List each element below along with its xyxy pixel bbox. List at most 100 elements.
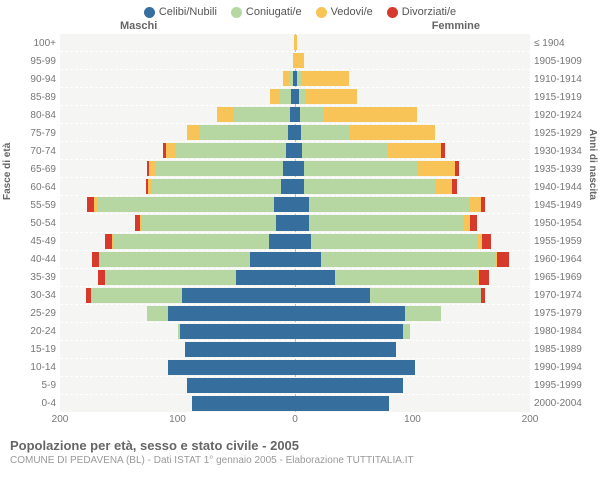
pyramid-row: [60, 359, 530, 377]
x-axis: 2001000100200: [60, 412, 530, 428]
female-bar: [295, 270, 530, 285]
bar-segment: [300, 107, 324, 122]
pyramid-row: [60, 323, 530, 341]
bar-segment: [295, 215, 309, 230]
pyramid-row: [60, 124, 530, 142]
birth-label: 1935-1939: [534, 160, 598, 178]
female-bar: [295, 396, 530, 411]
bar-segment: [295, 342, 396, 357]
bar-segment: [182, 288, 295, 303]
bar-segment: [301, 125, 350, 140]
female-bar: [295, 215, 530, 230]
male-bar: [60, 396, 295, 411]
bar-segment: [92, 252, 99, 267]
bar-segment: [250, 252, 295, 267]
x-tick: 100: [404, 414, 421, 425]
birth-label: 1920-1924: [534, 106, 598, 124]
female-bar: [295, 342, 530, 357]
age-label: 80-84: [14, 106, 56, 124]
legend-swatch: [231, 7, 242, 18]
female-bar: [295, 179, 530, 194]
bar-segment: [295, 360, 415, 375]
bar-segment: [91, 288, 183, 303]
bar-segment: [482, 234, 491, 249]
bar-segment: [295, 396, 389, 411]
male-bar: [60, 71, 295, 86]
pyramid-row: [60, 70, 530, 88]
pyramid-row: [60, 160, 530, 178]
pyramid-row: [60, 395, 530, 412]
male-bar: [60, 197, 295, 212]
birth-label: 1955-1959: [534, 232, 598, 250]
bar-segment: [288, 125, 295, 140]
x-tick: 200: [522, 414, 539, 425]
bar-segment: [149, 161, 156, 176]
age-label: 85-89: [14, 88, 56, 106]
male-bar: [60, 215, 295, 230]
male-bar: [60, 306, 295, 321]
bar-segment: [142, 215, 276, 230]
x-tick: 100: [169, 414, 186, 425]
bar-segment: [217, 107, 233, 122]
bar-segment: [403, 324, 410, 339]
pyramid-row: [60, 52, 530, 70]
bar-segment: [270, 89, 279, 104]
age-label: 100+: [14, 34, 56, 52]
pyramid-row: [60, 178, 530, 196]
birth-label: 2000-2004: [534, 394, 598, 412]
female-bar: [295, 71, 530, 86]
female-title: Femmine: [432, 20, 480, 32]
bar-segment: [295, 288, 370, 303]
pyramid-row: [60, 251, 530, 269]
age-label: 25-29: [14, 304, 56, 322]
age-label: 20-24: [14, 322, 56, 340]
bar-segment: [187, 125, 199, 140]
x-tick: 0: [292, 414, 298, 425]
male-bar: [60, 288, 295, 303]
bar-segment: [295, 35, 297, 50]
birth-label: 1945-1949: [534, 196, 598, 214]
age-label: 65-69: [14, 160, 56, 178]
birth-label: 1930-1934: [534, 142, 598, 160]
pyramid-row: [60, 269, 530, 287]
bar-segment: [105, 234, 112, 249]
legend-item: Coniugati/e: [231, 6, 302, 18]
bar-segment: [295, 252, 321, 267]
age-label: 10-14: [14, 358, 56, 376]
birth-label: 1975-1979: [534, 304, 598, 322]
male-bar: [60, 179, 295, 194]
legend-item: Divorziati/e: [387, 6, 456, 18]
bar-segment: [405, 306, 440, 321]
legend-label: Divorziati/e: [402, 6, 456, 18]
bar-segment: [302, 143, 387, 158]
birth-label: 1980-1984: [534, 322, 598, 340]
bar-segment: [321, 252, 495, 267]
bar-segment: [185, 342, 295, 357]
age-label: 55-59: [14, 196, 56, 214]
age-label: 90-94: [14, 70, 56, 88]
bar-segment: [295, 197, 309, 212]
birth-label: 1960-1964: [534, 250, 598, 268]
bar-segment: [436, 179, 452, 194]
male-bar: [60, 35, 295, 50]
legend-label: Coniugati/e: [246, 6, 302, 18]
pyramid-row: [60, 287, 530, 305]
male-bar: [60, 378, 295, 393]
bar-segment: [180, 324, 295, 339]
bar-segment: [98, 197, 274, 212]
male-bar: [60, 234, 295, 249]
bar-segment: [156, 161, 283, 176]
female-bar: [295, 288, 530, 303]
birth-label: ≤ 1904: [534, 34, 598, 52]
pyramid-row: [60, 142, 530, 160]
bar-segment: [323, 107, 417, 122]
male-bar: [60, 53, 295, 68]
female-bar: [295, 107, 530, 122]
bar-segment: [470, 215, 477, 230]
pyramid-rows: [60, 34, 530, 412]
bar-segment: [295, 143, 302, 158]
bar-segment: [280, 89, 292, 104]
bar-segment: [479, 270, 488, 285]
bar-segment: [304, 161, 417, 176]
bar-segment: [302, 71, 349, 86]
